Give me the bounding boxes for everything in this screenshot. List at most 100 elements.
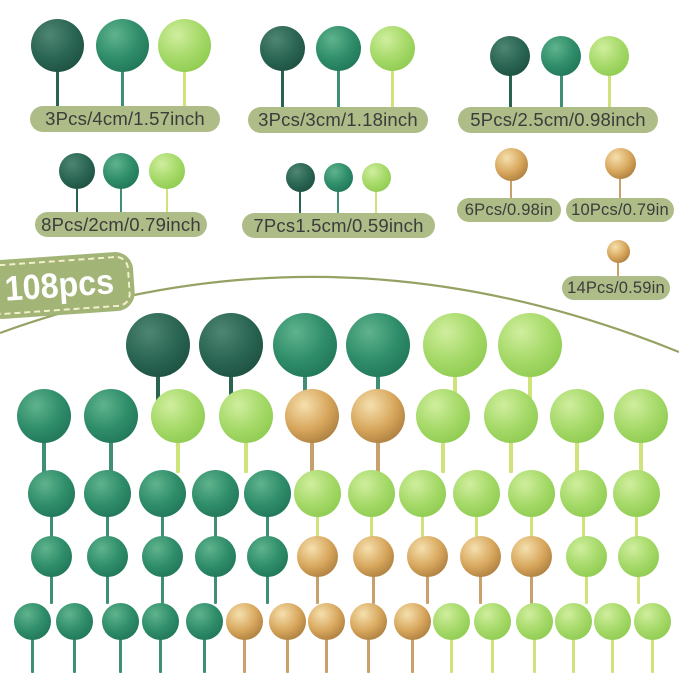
ball-medium	[323, 162, 353, 192]
ball-medium	[95, 18, 149, 72]
ball-stick	[510, 177, 512, 201]
ball-medium	[30, 535, 72, 577]
ball-stick	[529, 513, 533, 544]
ball-medium	[83, 469, 131, 517]
ball-dark	[285, 162, 315, 192]
ball-stick	[581, 513, 585, 544]
ball-light	[550, 389, 604, 443]
ball-light	[498, 313, 562, 377]
ball-medium	[191, 469, 239, 517]
ball-medium	[27, 469, 75, 517]
ball-stick	[636, 573, 640, 604]
ball-stick	[202, 636, 206, 673]
ball-stick	[242, 636, 246, 673]
ball-stick	[299, 188, 301, 216]
ball-stick	[610, 636, 614, 673]
ball-stick	[280, 67, 284, 110]
ball-gold	[494, 147, 528, 181]
badge-label: 108pcs	[3, 261, 115, 309]
ball-light	[293, 469, 341, 517]
ball-stick	[160, 573, 164, 604]
ball-dark	[59, 153, 95, 189]
ball-light	[157, 18, 211, 72]
ball-stick	[529, 573, 533, 604]
ball-stick	[42, 440, 46, 473]
ball-stick	[410, 636, 414, 673]
ball-light	[151, 389, 205, 443]
ball-light	[633, 602, 671, 640]
ball-light	[432, 602, 470, 640]
ball-stick	[559, 73, 563, 110]
size-label: 8Pcs/2cm/0.79inch	[35, 212, 207, 237]
ball-stick	[72, 636, 76, 673]
ball-stick	[156, 374, 160, 411]
ball-light	[219, 389, 273, 443]
ball-stick	[337, 188, 339, 216]
ball-dark	[30, 18, 84, 72]
ball-stick	[49, 573, 53, 604]
ball-light	[589, 36, 629, 76]
ball-stick	[490, 636, 494, 673]
ball-gold	[510, 535, 552, 577]
ball-medium	[194, 535, 236, 577]
ball-stick	[30, 636, 34, 673]
ball-stick	[584, 573, 588, 604]
ball-stick	[120, 68, 124, 109]
ball-stick	[371, 573, 375, 604]
ball-medium	[84, 389, 138, 443]
ball-stick	[55, 68, 59, 109]
ball-stick	[336, 67, 340, 110]
ball-dark	[490, 36, 530, 76]
ball-medium	[103, 153, 139, 189]
ball-stick	[109, 440, 113, 473]
ball-stick	[285, 636, 289, 673]
ball-stick	[265, 573, 269, 604]
ball-dark	[199, 313, 263, 377]
ball-stick	[508, 73, 512, 110]
ball-light	[614, 389, 668, 443]
size-label: 3Pcs/3cm/1.18inch	[248, 107, 428, 133]
ball-stick	[474, 513, 478, 544]
ball-gold	[352, 535, 394, 577]
ball-medium	[246, 535, 288, 577]
ball-stick	[375, 188, 377, 216]
ball-light	[593, 602, 631, 640]
ball-gold	[393, 602, 431, 640]
ball-medium	[138, 469, 186, 517]
ball-stick	[449, 636, 453, 673]
size-label: 7Pcs1.5cm/0.59inch	[242, 213, 435, 238]
ball-stick	[315, 513, 319, 544]
ball-stick	[310, 440, 314, 473]
ball-light	[398, 469, 446, 517]
ball-stick	[441, 440, 445, 473]
ball-light	[361, 162, 391, 192]
ball-stick	[160, 513, 164, 544]
size-label: 10Pcs/0.79in	[566, 198, 674, 222]
total-count-badge: 108pcs	[0, 250, 136, 321]
ball-medium	[86, 535, 128, 577]
size-label: 3Pcs/4cm/1.57inch	[30, 106, 220, 132]
ball-medium	[17, 389, 71, 443]
ball-stick	[617, 259, 619, 279]
size-label: 14Pcs/0.59in	[562, 276, 670, 300]
ball-medium	[243, 469, 291, 517]
ball-stick	[369, 513, 373, 544]
ball-stick	[324, 636, 328, 673]
ball-stick	[49, 513, 53, 544]
ball-light	[565, 535, 607, 577]
ball-light	[369, 25, 415, 71]
ball-light	[507, 469, 555, 517]
ball-gold	[285, 389, 339, 443]
ball-stick	[315, 573, 319, 604]
ball-stick	[120, 186, 122, 215]
ball-medium	[141, 535, 183, 577]
ball-stick	[571, 636, 575, 673]
ball-gold	[349, 602, 387, 640]
ball-medium	[141, 602, 179, 640]
ball-stick	[213, 573, 217, 604]
ball-stick	[158, 636, 162, 673]
size-label: 5Pcs/2.5cm/0.98inch	[458, 107, 658, 133]
ball-medium	[315, 25, 361, 71]
ball-gold	[606, 239, 630, 263]
